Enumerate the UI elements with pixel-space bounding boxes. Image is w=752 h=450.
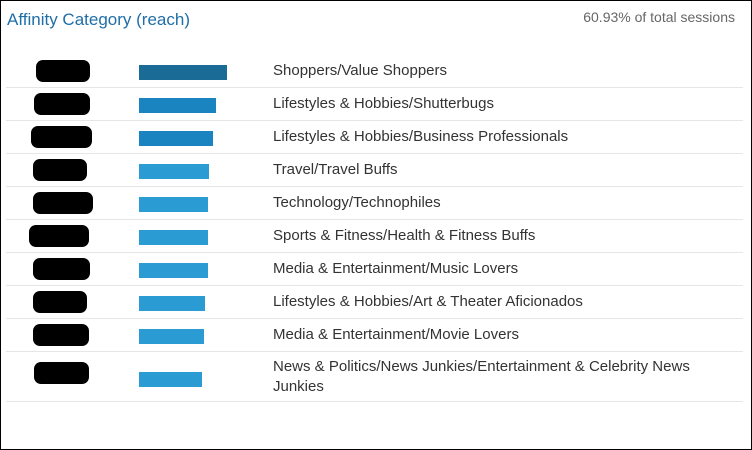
affinity-category-label[interactable]: Lifestyles & Hobbies/Art & Theater Afici… (273, 293, 583, 310)
reach-bar (139, 296, 205, 311)
redacted-value (33, 192, 93, 214)
widget-header: Affinity Category (reach) 60.93% of tota… (1, 1, 751, 41)
total-sessions-percent: 60.93% of total sessions (583, 9, 735, 25)
reach-bar (139, 263, 208, 278)
affinity-table: Shoppers/Value Shoppers Lifestyles & Hobb… (6, 55, 743, 402)
redacted-value (33, 258, 90, 280)
redacted-value (29, 225, 89, 247)
reach-bar (139, 65, 227, 80)
table-row[interactable]: Technology/Technophiles (6, 187, 743, 220)
table-row[interactable]: Shoppers/Value Shoppers (6, 55, 743, 88)
table-row[interactable]: Lifestyles & Hobbies/Shutterbugs (6, 88, 743, 121)
redacted-value (36, 60, 90, 82)
affinity-category-label[interactable]: Travel/Travel Buffs (273, 161, 398, 178)
reach-bar (139, 329, 204, 344)
reach-bar (139, 230, 208, 245)
redacted-value (33, 159, 87, 181)
table-row[interactable]: News & Politics/News Junkies/Entertainme… (6, 352, 743, 402)
table-row[interactable]: Media & Entertainment/Music Lovers (6, 253, 743, 286)
table-row[interactable]: Media & Entertainment/Movie Lovers (6, 319, 743, 352)
redacted-value (31, 126, 92, 148)
reach-bar (139, 372, 202, 387)
affinity-category-label[interactable]: News & Politics/News Junkies/Entertainme… (273, 357, 690, 395)
affinity-category-label[interactable]: Lifestyles & Hobbies/Shutterbugs (273, 95, 494, 112)
table-row[interactable]: Lifestyles & Hobbies/Art & Theater Afici… (6, 286, 743, 319)
table-row[interactable]: Travel/Travel Buffs (6, 154, 743, 187)
reach-bar (139, 164, 209, 179)
affinity-category-label[interactable]: Lifestyles & Hobbies/Business Profession… (273, 128, 569, 145)
affinity-category-label[interactable]: Technology/Technophiles (273, 194, 441, 211)
widget-title[interactable]: Affinity Category (reach) (7, 10, 190, 29)
affinity-category-label[interactable]: Sports & Fitness/Health & Fitness Buffs (273, 227, 536, 244)
reach-bar (139, 197, 208, 212)
redacted-value (34, 93, 90, 115)
redacted-value (33, 324, 89, 346)
redacted-value (33, 291, 87, 313)
reach-bar (139, 131, 213, 146)
reach-bar (139, 98, 216, 113)
table-row[interactable]: Sports & Fitness/Health & Fitness Buffs (6, 220, 743, 253)
affinity-category-label[interactable]: Shoppers/Value Shoppers (273, 62, 448, 79)
redacted-value (34, 362, 89, 384)
table-row[interactable]: Lifestyles & Hobbies/Business Profession… (6, 121, 743, 154)
affinity-category-label[interactable]: Media & Entertainment/Music Lovers (273, 260, 519, 277)
affinity-category-label[interactable]: Media & Entertainment/Movie Lovers (273, 326, 519, 343)
